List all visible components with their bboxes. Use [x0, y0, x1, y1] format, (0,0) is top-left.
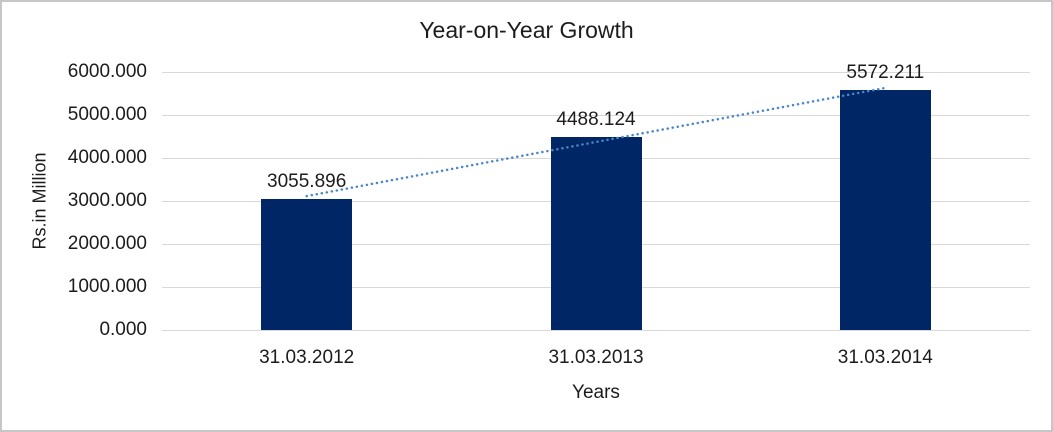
y-tick-label: 5000.000: [67, 104, 147, 125]
data-label: 4488.124: [556, 109, 636, 130]
y-tick-label: 4000.000: [67, 147, 147, 168]
trendline: [305, 86, 887, 198]
plot-area: [162, 71, 1030, 331]
trendline-path: [305, 86, 887, 198]
category-label: 31.03.2013: [548, 347, 644, 368]
x-axis-title: Years: [572, 382, 620, 403]
category-label: 31.03.2014: [837, 347, 933, 368]
gridline: [162, 71, 1030, 73]
y-tick-label: 0.000: [99, 319, 147, 340]
data-label: 5572.211: [846, 62, 925, 84]
category-label: 31.03.2012: [259, 347, 355, 368]
data-label: 3055.896: [267, 170, 347, 192]
y-tick-label: 6000.000: [67, 61, 147, 82]
bar: [261, 198, 353, 330]
y-tick-label: 3000.000: [67, 190, 147, 211]
y-tick-label: 1000.000: [67, 276, 147, 297]
gridline: [162, 114, 1030, 116]
gridline: [162, 329, 1030, 331]
chart-title: Year-on-Year Growth: [419, 17, 634, 43]
bar: [550, 137, 642, 330]
bar: [839, 90, 931, 330]
y-tick-label: 2000.000: [67, 233, 147, 254]
